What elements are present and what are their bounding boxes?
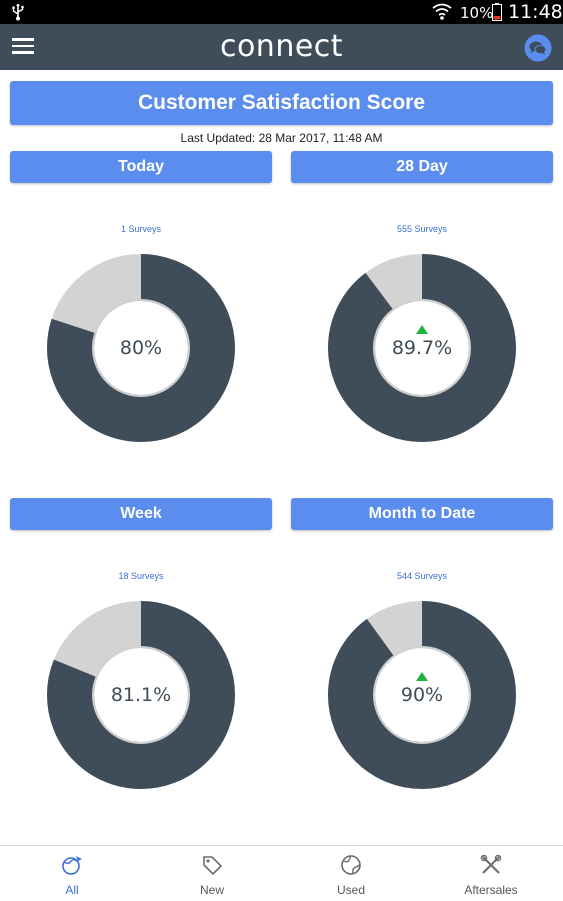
nav-label: Used <box>336 883 365 897</box>
donut-score-ring <box>328 601 516 789</box>
survey-count-week[interactable]: 18 Surveys <box>118 571 164 581</box>
donut-inner-border <box>373 646 471 744</box>
battery-low-icon <box>492 3 502 21</box>
csat-title-banner: Customer Satisfaction Score <box>10 81 553 125</box>
donut-chart-month-to-date: 90% <box>327 600 517 790</box>
battery-percentage: 10% <box>460 4 494 22</box>
donut-inner-border <box>373 299 471 397</box>
donut-chart-today: 80% <box>46 253 236 443</box>
status-bar: 10% 11:48 <box>0 0 563 24</box>
period-button-month-to-date[interactable]: Month to Date <box>291 498 553 530</box>
donut-chart-week: 81.1% <box>46 600 236 790</box>
nav-item-aftersales[interactable]: Aftersales <box>421 846 561 901</box>
hamburger-menu-icon[interactable] <box>12 35 36 59</box>
donut-score-ring <box>47 601 235 789</box>
donut-inner-border <box>92 646 190 744</box>
survey-count-month-to-date[interactable]: 544 Surveys <box>396 571 448 581</box>
period-button-28-day[interactable]: 28 Day <box>291 151 553 183</box>
nav-item-used[interactable]: Used <box>281 846 421 901</box>
score-value-week: 81.1% <box>110 684 172 706</box>
nav-label: New <box>199 883 224 897</box>
score-value-28-day: 89.7% <box>391 337 453 359</box>
donut-score-ring <box>47 254 235 442</box>
nav-label: Aftersales <box>464 883 518 897</box>
nav-label: All <box>65 883 79 897</box>
donut-inner-border <box>92 299 190 397</box>
score-value-today: 80% <box>119 337 163 359</box>
period-button-week[interactable]: Week <box>10 498 272 530</box>
survey-count-today[interactable]: 1 Surveys <box>120 224 162 234</box>
survey-count-28-day[interactable]: 555 Surveys <box>396 224 448 234</box>
bottom-navigation: All New Used Aftersales <box>0 845 563 900</box>
nav-item-all[interactable]: All <box>2 846 142 901</box>
all-globe-icon <box>62 856 82 875</box>
trend-up-icon <box>416 325 428 334</box>
usb-icon <box>12 3 24 21</box>
aftersales-tools-icon <box>480 854 502 874</box>
app-title: connect <box>219 29 344 64</box>
chat-bubbles-icon[interactable] <box>524 34 552 62</box>
donut-score-ring <box>328 254 516 442</box>
nav-item-new[interactable]: New <box>142 846 282 901</box>
period-button-today[interactable]: Today <box>10 151 272 183</box>
clock: 11:48 <box>508 1 563 23</box>
app-bar: connect <box>0 24 563 70</box>
wifi-icon <box>432 3 452 20</box>
trend-up-icon <box>416 672 428 681</box>
donut-chart-28-day: 89.7% <box>327 253 517 443</box>
last-updated-text: Last Updated: 28 Mar 2017, 11:48 AM <box>180 131 383 145</box>
new-tag-icon <box>203 856 223 876</box>
score-value-month-to-date: 90% <box>400 684 444 706</box>
used-globe-icon <box>341 855 361 875</box>
